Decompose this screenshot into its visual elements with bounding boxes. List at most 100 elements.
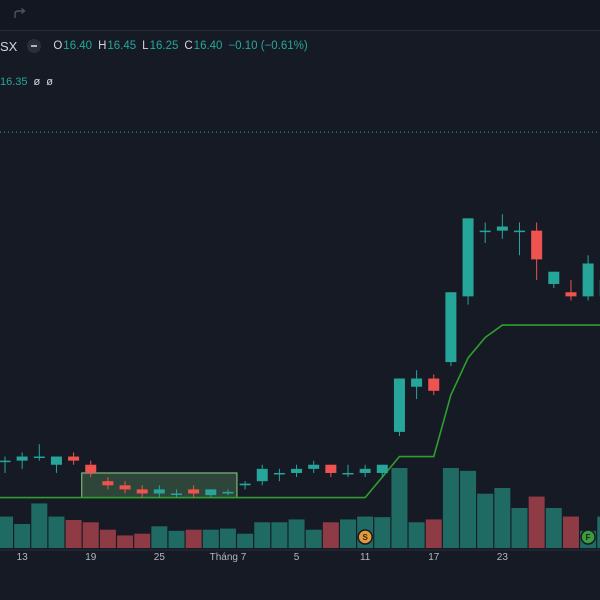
candle-body (50, 456, 62, 465)
price-legend: SX O 16.40 H 16.45 L 16.25 C 16.40 −0.10… (0, 38, 314, 54)
x-tick-label: 11 (360, 552, 371, 563)
candle-body (462, 218, 474, 297)
candle-body (16, 456, 28, 461)
volume-bar (545, 508, 562, 548)
candle-body (308, 464, 320, 469)
x-tick-label: 25 (154, 552, 166, 563)
signal-marker-label: F (586, 533, 591, 542)
candle-body (222, 491, 234, 494)
volume-bar (528, 496, 545, 548)
volume-bar (408, 522, 425, 548)
volume-bar (340, 519, 356, 548)
candle-body (376, 464, 388, 473)
volume-bar (511, 508, 528, 548)
x-tick-label: 5 (294, 552, 300, 563)
low-label: L (142, 40, 149, 52)
change-value: −0.10 (−0.61%) (228, 40, 308, 52)
candle-body (291, 468, 303, 473)
candle-body (273, 472, 285, 475)
volume-bar (460, 470, 477, 548)
open-value: 16.40 (63, 40, 93, 52)
x-tick-label: 23 (497, 552, 509, 563)
volume-bar (237, 533, 254, 548)
volume-bar (185, 529, 202, 548)
candle-body (548, 271, 560, 285)
volume-bar (562, 516, 579, 548)
volume-bar (597, 516, 600, 548)
volume-bar (151, 526, 168, 548)
candle-body (153, 489, 165, 494)
volume-bar (477, 493, 494, 548)
candlestick-chart[interactable]: S F 13 19 25 Tháng 7 5 11 17 23 (0, 31, 600, 600)
candle-body (445, 292, 457, 363)
signal-marker-label: S (362, 533, 368, 542)
trailing-stop-line (0, 324, 600, 499)
low-value: 16.25 (149, 40, 179, 52)
volume-bar (117, 535, 134, 548)
close-label: C (184, 40, 193, 52)
volume-bar (271, 522, 288, 548)
candle-body (0, 460, 11, 463)
volume-bar (31, 503, 48, 548)
volume-bar (425, 519, 442, 548)
candle-body (171, 493, 182, 495)
volume-bar (391, 468, 408, 548)
volume-bar (254, 522, 271, 548)
volume-bar (322, 522, 339, 548)
candle-body (342, 472, 354, 475)
volume-bar (305, 529, 322, 548)
top-toolbar (0, 0, 600, 31)
volume-bar (219, 528, 236, 548)
volume-bar (202, 529, 219, 548)
candle-body (496, 226, 508, 231)
candle-body (256, 468, 268, 482)
candle-body (428, 378, 440, 391)
indicator-empty-1: ø (33, 76, 41, 88)
symbol-label[interactable]: SX (0, 38, 18, 54)
open-label: O (53, 40, 63, 52)
candle-body (514, 230, 525, 233)
volume-bar (14, 524, 31, 548)
candle-body (411, 378, 423, 387)
redo-icon[interactable] (12, 6, 28, 22)
candle-body (85, 464, 97, 473)
volume-bar (82, 522, 99, 548)
candle-body (393, 378, 405, 432)
candle-body (188, 489, 200, 494)
candle-body (582, 263, 594, 297)
candle-body (325, 464, 337, 473)
x-tick-label: 13 (17, 552, 29, 563)
high-label: H (98, 40, 107, 52)
signal-marker (580, 529, 596, 545)
candle-body (239, 483, 251, 486)
high-value: 16.45 (107, 40, 137, 52)
candle-body (359, 468, 371, 473)
candle-body (479, 230, 491, 233)
minus-icon[interactable] (27, 39, 42, 53)
volume-bar (65, 520, 82, 548)
volume-bar (48, 516, 65, 548)
volume-bar (134, 533, 151, 548)
close-value: 16.40 (193, 40, 223, 52)
volume-bar (168, 530, 185, 548)
candle-body (68, 456, 80, 461)
x-tick-label: Tháng 7 (210, 552, 247, 563)
volume-bar (288, 519, 305, 548)
indicator-legend[interactable]: 16.35 ø ø (0, 75, 59, 89)
volume-bar (99, 529, 116, 548)
volume-bar (494, 488, 511, 548)
x-tick-label: 19 (85, 552, 97, 563)
chart-pane[interactable]: S F 13 19 25 Tháng 7 5 11 17 23 (0, 31, 600, 600)
volume-bar (442, 468, 459, 548)
candle-body (119, 485, 131, 490)
volume-bar (374, 517, 391, 548)
x-tick-label: 17 (428, 552, 440, 563)
indicator-empty-2: ø (46, 76, 53, 88)
indicator-value: 16.35 (0, 76, 28, 88)
signal-marker (357, 529, 373, 545)
candle-body (531, 230, 543, 260)
volume-bar (0, 516, 13, 548)
candle-body (33, 456, 45, 459)
candle-body (205, 489, 217, 496)
candle-body (136, 489, 148, 494)
